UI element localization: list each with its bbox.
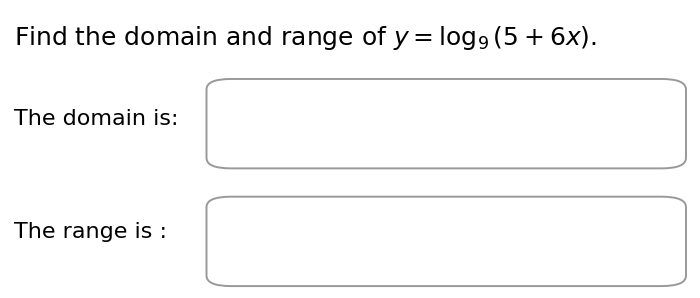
- Text: Find the domain and range of $y = \log_9(5 + 6x).$: Find the domain and range of $y = \log_9…: [14, 24, 597, 52]
- Text: The range is :: The range is :: [14, 222, 167, 243]
- FancyBboxPatch shape: [206, 79, 686, 168]
- FancyBboxPatch shape: [206, 197, 686, 286]
- Text: The domain is:: The domain is:: [14, 109, 178, 129]
